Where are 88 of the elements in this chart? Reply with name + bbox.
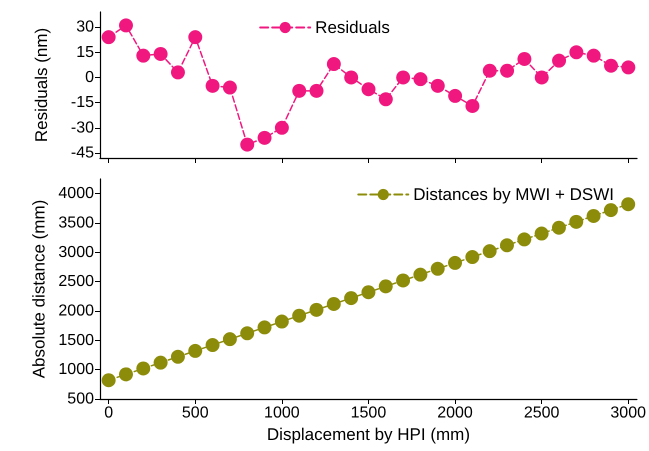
y-tick-label: 2500 [58, 273, 94, 290]
point [396, 70, 410, 84]
point [396, 273, 410, 288]
y-tick-label: 0 [85, 68, 94, 86]
point [517, 52, 532, 66]
point [154, 356, 168, 370]
y-tick-label: 1500 [58, 332, 94, 349]
point [448, 256, 462, 270]
point [240, 138, 254, 152]
point [500, 238, 514, 252]
point [258, 130, 272, 145]
point [102, 30, 116, 44]
point [534, 226, 549, 241]
point [344, 70, 358, 84]
point [206, 78, 220, 93]
point [118, 367, 133, 382]
point [552, 220, 566, 235]
y-axis-title: Residuals (nm) [32, 28, 51, 142]
x-tick-label: 1500 [350, 404, 386, 422]
point [136, 48, 150, 63]
point [517, 232, 532, 246]
x-tick-label: 2500 [524, 404, 560, 422]
point [482, 64, 497, 78]
x-tick-label: 1000 [264, 404, 300, 422]
point [621, 197, 636, 212]
point [326, 57, 341, 72]
point [310, 84, 324, 98]
y-tick-label: 3500 [58, 214, 94, 232]
y-tick-label: -45 [70, 144, 94, 162]
x-tick-label: 500 [182, 404, 209, 422]
point [413, 72, 428, 86]
legend-label: Residuals [315, 18, 390, 37]
point [188, 30, 202, 44]
point [240, 326, 254, 340]
point [586, 208, 601, 223]
point [292, 308, 306, 323]
point [534, 70, 549, 84]
x-axis-title: Displacement by HPI (mm) [266, 424, 470, 444]
point [621, 60, 636, 74]
point [569, 45, 584, 60]
point [222, 80, 237, 95]
point [448, 88, 462, 103]
y-tick-label: 30 [76, 18, 94, 36]
point [274, 120, 289, 135]
y-tick-label: 500 [67, 390, 94, 408]
point [465, 250, 480, 264]
y-tick-label: 4000 [58, 185, 94, 202]
point [309, 302, 324, 317]
y-tick-label: 2000 [58, 302, 94, 320]
point [102, 373, 116, 388]
point [136, 361, 150, 376]
point [292, 84, 306, 98]
point [222, 332, 237, 346]
point [361, 285, 376, 300]
point [344, 291, 358, 306]
point [206, 338, 220, 352]
point [188, 344, 202, 358]
y-axis-title: Absolute distance (mm) [30, 200, 49, 378]
point [170, 350, 185, 364]
point [362, 82, 376, 96]
point [465, 98, 480, 113]
y-tick-label: -30 [70, 119, 94, 136]
point [604, 203, 618, 218]
y-tick-label: 1000 [58, 361, 94, 378]
point [378, 279, 393, 294]
point [604, 58, 618, 73]
point [500, 64, 514, 78]
point [258, 320, 272, 334]
point [586, 48, 601, 63]
point [274, 314, 289, 329]
point [552, 54, 566, 68]
y-tick-label: 3000 [58, 244, 94, 261]
point [430, 262, 445, 276]
point [170, 65, 185, 80]
point [326, 296, 341, 311]
x-tick-label: 2000 [437, 404, 473, 422]
point [413, 268, 428, 282]
y-tick-label: 15 [76, 44, 94, 61]
point [119, 18, 133, 32]
point [378, 92, 393, 106]
point [482, 244, 497, 258]
x-tick-label: 3000 [610, 404, 646, 422]
point [154, 46, 168, 61]
x-tick-label: 0 [104, 404, 114, 422]
y-tick-label: -15 [70, 94, 94, 112]
legend-label: Distances by MWI + DSWI [413, 185, 614, 204]
point [430, 78, 445, 93]
point [569, 214, 584, 229]
